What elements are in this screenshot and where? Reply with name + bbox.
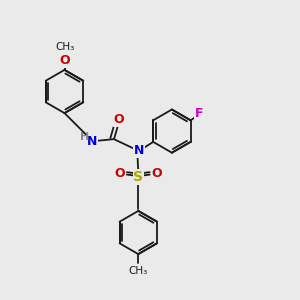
Text: O: O: [113, 113, 124, 126]
Text: F: F: [195, 107, 203, 120]
Text: CH₃: CH₃: [129, 266, 148, 276]
Text: CH₃: CH₃: [55, 42, 74, 52]
Text: N: N: [134, 144, 144, 157]
Text: O: O: [59, 54, 70, 67]
Text: O: O: [151, 167, 162, 180]
Text: S: S: [133, 170, 143, 184]
Text: O: O: [115, 167, 125, 180]
Text: N: N: [87, 135, 98, 148]
Text: H: H: [80, 132, 89, 142]
